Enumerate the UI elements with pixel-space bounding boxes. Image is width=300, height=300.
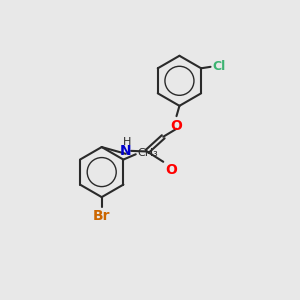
Text: N: N bbox=[120, 144, 132, 158]
Text: CH₃: CH₃ bbox=[137, 148, 158, 158]
Text: O: O bbox=[171, 119, 182, 133]
Text: Br: Br bbox=[93, 209, 110, 223]
Text: O: O bbox=[165, 163, 177, 177]
Text: Cl: Cl bbox=[212, 60, 225, 73]
Text: H: H bbox=[123, 137, 131, 147]
